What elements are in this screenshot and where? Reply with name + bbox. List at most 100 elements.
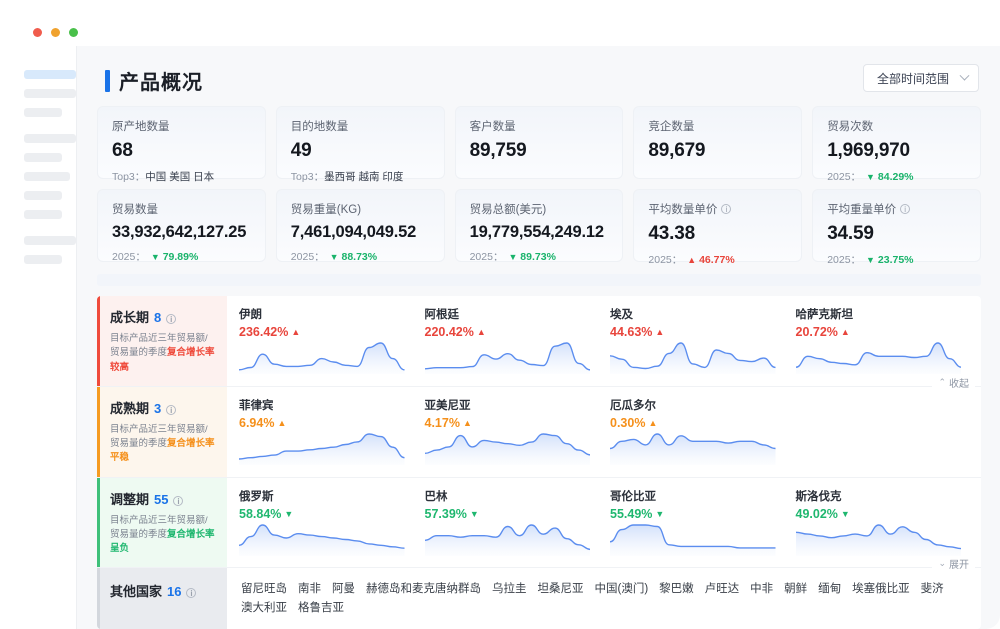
stat-value: 1,969,970 — [827, 140, 910, 161]
stage-toggle-growth[interactable]: ⌃ 收起 — [932, 374, 975, 390]
stat-card: 原产地数量 68 Top3：中国 美国 日本 — [97, 106, 266, 183]
stat-card: 竞企数量 89,679 — [633, 106, 803, 179]
stat-card: 贸易次数 1,969,970 2025： ▼ 84.29% — [812, 106, 981, 183]
other-country-item[interactable]: 留尼旺岛 — [241, 583, 287, 596]
info-icon[interactable]: i — [166, 404, 177, 415]
stat-value: 33,932,642,127.25 — [112, 223, 247, 241]
close-icon[interactable] — [33, 28, 42, 37]
stage-countries: 菲律宾 6.94% ▲ 亚美尼亚 4.17% ▲ 厄瓜多尔 0.30% ▲ — [227, 387, 981, 477]
country-card[interactable]: 亚美尼亚 4.17% ▲ — [424, 397, 599, 465]
stage-info-other[interactable]: 其他国家 16 i — [97, 568, 227, 629]
other-country-item[interactable]: 赫德岛和麦克唐纳群岛 — [366, 583, 481, 596]
stat-sub: 2025： ▼ 23.75% — [827, 254, 914, 266]
other-country-item[interactable]: 乌拉圭 — [492, 583, 527, 596]
stage-info-mature[interactable]: 成熟期 3 i 目标产品近三年贸易额/贸易量的季度复合增长率平稳 — [97, 386, 227, 477]
country-growth-rate: 20.72% ▲ — [795, 325, 850, 339]
stat-value: 19,779,554,249.12 — [469, 223, 604, 241]
stat-delta: ▼ 89.73% — [508, 251, 556, 263]
country-card[interactable]: 菲律宾 6.94% ▲ — [239, 397, 413, 465]
stage-info-growth[interactable]: 成长期 8 i 目标产品近三年贸易额/贸易量的季度复合增长率较高 — [97, 296, 227, 386]
country-card[interactable]: 埃及 44.63% ▲ — [610, 306, 784, 374]
other-country-item[interactable]: 斐济 — [920, 583, 944, 596]
country-card[interactable]: 哈萨克斯坦 20.72% ▲ — [795, 306, 970, 374]
chevron-down-icon — [959, 70, 970, 81]
arrow-up-icon: ▲ — [687, 255, 697, 265]
sidebar-item-placeholder[interactable] — [24, 108, 62, 117]
country-name: 厄瓜多尔 — [610, 399, 656, 412]
stat-label: 原产地数量 — [112, 121, 170, 133]
country-name: 哈萨克斯坦 — [795, 309, 854, 321]
other-country-item[interactable]: 卢旺达 — [704, 583, 740, 596]
sidebar-item-active[interactable] — [24, 70, 76, 79]
title-bar — [0, 0, 1000, 46]
arrow-down-icon: ▼ — [150, 252, 160, 262]
country-growth-rate: 58.84% ▼ — [239, 506, 294, 521]
country-card[interactable]: 巴林 57.39% ▼ — [424, 488, 599, 556]
maximize-icon[interactable] — [69, 28, 78, 37]
sidebar-item-placeholder[interactable] — [24, 191, 62, 200]
country-card[interactable]: 俄罗斯 58.84% ▼ — [239, 488, 413, 556]
other-country-item[interactable]: 坦桑尼亚 — [537, 583, 584, 596]
minimize-icon[interactable] — [51, 28, 60, 37]
country-growth-rate: 4.17% ▲ — [424, 415, 472, 430]
other-country-item[interactable]: 南非 — [298, 583, 321, 596]
sidebar-item-placeholder[interactable] — [24, 210, 62, 219]
sidebar-item-placeholder[interactable] — [24, 255, 62, 264]
other-country-item[interactable]: 澳大利亚 — [241, 601, 287, 614]
stat-card: 客户数量 89,759 — [454, 106, 624, 179]
stage-toggle-adjust[interactable]: ⌄ 展开 — [932, 556, 975, 572]
stat-value: 34.59 — [827, 223, 874, 244]
country-name: 伊朗 — [239, 309, 262, 321]
country-card[interactable]: 哥伦比亚 55.49% ▼ — [610, 488, 784, 556]
stage-row-mature: 成熟期 3 i 目标产品近三年贸易额/贸易量的季度复合增长率平稳 菲律宾 6.94% ▲ 亚美… — [97, 386, 981, 478]
stage-row-other: 其他国家 16 i 留尼旺岛 南非 阿曼 赫德岛和麦克唐纳群岛 乌拉圭 坦桑尼亚 中国(澳门) 黎巴… — [97, 568, 981, 629]
other-country-item[interactable]: 黎巴嫩 — [659, 583, 694, 596]
sidebar-item-placeholder[interactable] — [24, 172, 70, 181]
section-divider — [97, 274, 981, 286]
stat-sub: 2025： ▼ 79.89% — [112, 251, 199, 263]
arrow-up-icon: ▲ — [655, 327, 665, 337]
info-icon[interactable]: i — [721, 204, 732, 214]
other-country-item[interactable]: 中非 — [750, 583, 774, 596]
other-country-item[interactable]: 中国(澳门) — [594, 583, 649, 596]
sidebar-item-placeholder[interactable] — [24, 89, 76, 98]
stat-card: 贸易重量(KG) 7,461,094,049.52 2025： ▼ 88.73% — [275, 189, 445, 263]
other-country-item[interactable]: 阿曼 — [332, 583, 355, 596]
country-sparkline — [239, 523, 405, 556]
info-icon[interactable]: i — [900, 204, 911, 214]
other-country-item[interactable]: 朝鲜 — [784, 583, 808, 596]
sidebar-item-placeholder[interactable] — [24, 134, 76, 143]
sidebar-item-placeholder[interactable] — [24, 236, 76, 245]
stat-card: 平均数量单价 i 43.38 2025： ▲ 46.77% — [633, 189, 803, 266]
sidebar-item-placeholder[interactable] — [24, 153, 62, 162]
stat-sub: 2025： ▼ 89.73% — [469, 251, 556, 263]
stat-sub: 2025： ▼ 84.29% — [827, 171, 914, 183]
info-icon[interactable]: i — [186, 588, 197, 599]
stat-label: 客户数量 — [469, 121, 516, 133]
stage-description-highlight: 复合增长率较高 — [110, 347, 215, 373]
country-card[interactable]: 阿根廷 220.42% ▲ — [424, 306, 599, 374]
country-card[interactable]: 伊朗 236.42% ▲ — [239, 306, 413, 374]
arrow-up-icon: ▲ — [476, 327, 486, 337]
stage-count: 16 — [167, 584, 182, 600]
window-controls[interactable] — [33, 28, 78, 37]
stage-description-highlight: 复合增长率平稳 — [110, 438, 215, 464]
country-card[interactable]: 斯洛伐克 49.02% ▼ — [795, 488, 970, 556]
time-range-select[interactable]: 全部时间范围 — [862, 64, 979, 92]
title-accent-bar — [105, 69, 110, 92]
other-country-item[interactable]: 埃塞俄比亚 — [852, 583, 910, 596]
stat-label: 平均重量单价 i — [827, 201, 966, 217]
country-name: 俄罗斯 — [239, 490, 274, 503]
other-country-item[interactable]: 缅甸 — [818, 583, 842, 596]
other-country-item[interactable]: 格鲁吉亚 — [298, 601, 344, 614]
country-growth-rate: 6.94% ▲ — [239, 415, 287, 430]
country-grid: 俄罗斯 58.84% ▼ 巴林 57.39% ▼ 哥伦比亚 55.49% ▼ 斯洛伐克 49.02%… — [239, 488, 970, 556]
info-icon[interactable]: i — [173, 495, 184, 506]
arrow-down-icon: ▼ — [284, 508, 294, 519]
country-card[interactable]: 厄瓜多尔 0.30% ▲ — [610, 397, 784, 465]
stage-info-adjust[interactable]: 调整期 55 i 目标产品近三年贸易额/贸易量的季度复合增长率呈负 — [97, 477, 227, 568]
country-grid: 菲律宾 6.94% ▲ 亚美尼亚 4.17% ▲ 厄瓜多尔 0.30% ▲ — [239, 397, 969, 465]
info-icon[interactable]: i — [166, 314, 177, 324]
country-growth-rate: 220.42% ▲ — [424, 325, 486, 339]
